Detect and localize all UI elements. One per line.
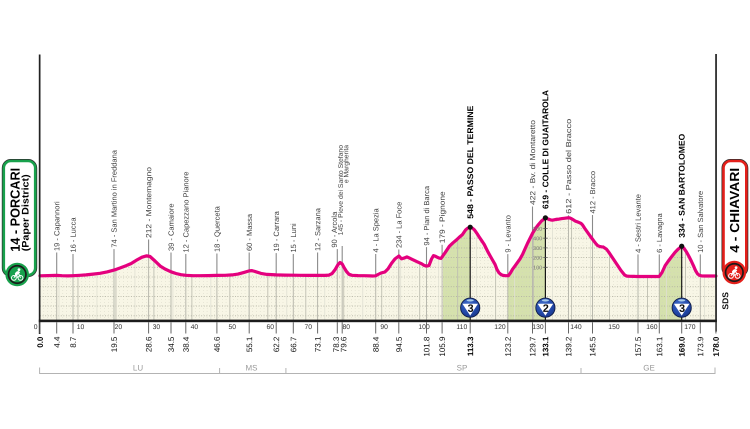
svg-text:39 - Camaiore: 39 - Camaiore [167,203,176,251]
svg-text:150: 150 [608,324,620,331]
svg-text:15 - Luni: 15 - Luni [289,223,298,253]
svg-text:55.1: 55.1 [245,336,254,352]
svg-text:60: 60 [266,324,274,331]
svg-text:234 - La Foce: 234 - La Foce [394,202,403,248]
svg-text:0.0: 0.0 [36,336,45,348]
svg-text:178.0: 178.0 [712,336,721,357]
svg-text:80: 80 [342,324,350,331]
svg-text:34.5: 34.5 [167,336,176,352]
svg-text:60 - Massa: 60 - Massa [245,213,254,251]
svg-text:334 - SAN BARTOLOMEO: 334 - SAN BARTOLOMEO [677,133,687,237]
svg-text:300: 300 [533,246,542,252]
svg-text:38.4: 38.4 [182,336,191,352]
svg-text:4 - Sestri Levante: 4 - Sestri Levante [634,194,643,253]
svg-text:133.1: 133.1 [541,336,550,357]
svg-text:157.5: 157.5 [634,336,643,357]
svg-text:40: 40 [191,324,199,331]
svg-text:79.6: 79.6 [339,336,348,352]
svg-text:20: 20 [115,324,123,331]
svg-text:90 - Arcola: 90 - Arcola [330,211,339,248]
svg-text:SDS: SDS [720,292,730,310]
svg-text:0: 0 [34,324,38,331]
svg-text:SP: SP [457,363,468,372]
svg-text:94 - Pian di Barca: 94 - Pian di Barca [422,185,431,245]
svg-text:113.3: 113.3 [466,336,475,356]
svg-text:16 - Lucca: 16 - Lucca [69,217,78,253]
svg-text:10 - San Salvatore: 10 - San Salvatore [696,191,705,253]
svg-text:8.7: 8.7 [69,336,78,348]
svg-text:123.2: 123.2 [504,336,513,357]
svg-text:90: 90 [380,324,388,331]
svg-text:70: 70 [304,324,312,331]
svg-text:4.4: 4.4 [53,336,62,348]
svg-text:129.7: 129.7 [528,336,537,357]
svg-text:74 - San Martino in Freddana: 74 - San Martino in Freddana [110,149,119,247]
svg-text:200: 200 [533,256,542,262]
svg-text:12 - Sarzana: 12 - Sarzana [313,207,322,251]
svg-text:18 - Querceta: 18 - Querceta [213,205,222,252]
svg-text:120: 120 [494,324,506,331]
svg-text:GE: GE [643,363,655,372]
svg-text:212 - Montemagno: 212 - Montemagno [144,167,153,238]
svg-text:140: 140 [570,324,582,331]
svg-text:(Paper District): (Paper District) [21,174,32,251]
svg-text:9 - Levanto: 9 - Levanto [503,215,512,253]
svg-text:130: 130 [532,324,544,331]
svg-text:100: 100 [418,324,430,331]
svg-text:619 - COLLE DI GUAITAROLA: 619 - COLLE DI GUAITAROLA [540,90,550,209]
svg-text:LU: LU [133,363,143,372]
svg-text:46.6: 46.6 [213,336,222,352]
svg-text:412 - Bracco: 412 - Bracco [588,171,597,214]
svg-text:10: 10 [77,324,85,331]
svg-text:66.7: 66.7 [289,336,298,352]
svg-text:30: 30 [153,324,161,331]
svg-text:110: 110 [456,324,467,331]
svg-text:14 - PORCARI: 14 - PORCARI [8,168,23,252]
svg-text:4 - La Spezia: 4 - La Spezia [371,207,380,252]
svg-text:100: 100 [533,265,542,271]
svg-text:170: 170 [684,324,696,331]
svg-text:73.1: 73.1 [313,336,322,352]
svg-text:160: 160 [646,324,658,331]
svg-text:179 - Pignone: 179 - Pignone [438,191,447,243]
svg-text:173.9: 173.9 [696,336,705,357]
svg-text:4 - CHIAVARI: 4 - CHIAVARI [727,168,742,253]
svg-text:422 - Bv. di Montaretto: 422 - Bv. di Montaretto [528,120,537,205]
svg-text:28.6: 28.6 [144,336,153,352]
svg-text:612 - Passo del Bracco: 612 - Passo del Bracco [564,119,573,214]
svg-text:78.3: 78.3 [332,336,341,352]
svg-text:105.9: 105.9 [438,336,447,357]
svg-text:12 - Capezzano Pianore: 12 - Capezzano Pianore [181,172,190,253]
svg-text:94.5: 94.5 [395,336,404,352]
svg-text:169.0: 169.0 [678,336,687,357]
svg-text:500: 500 [533,227,542,233]
svg-text:50: 50 [228,324,236,331]
svg-text:101.8: 101.8 [422,336,431,357]
svg-text:6 - Lavagna: 6 - Lavagna [655,212,664,252]
svg-text:19 - Carrara: 19 - Carrara [272,210,281,251]
svg-text:62.2: 62.2 [272,336,281,352]
svg-text:145.5: 145.5 [588,336,597,357]
svg-text:139.2: 139.2 [564,336,573,357]
svg-text:163.1: 163.1 [655,336,664,357]
svg-text:MS: MS [245,363,257,372]
svg-text:88.4: 88.4 [372,336,381,352]
svg-text:145 - Pieve dei Santo Stefano: 145 - Pieve dei Santo Stefano [338,145,345,236]
svg-text:19.5: 19.5 [110,336,119,352]
svg-text:400: 400 [533,236,542,242]
svg-text:e Margherita: e Margherita [343,145,350,183]
svg-text:19 - Capannori: 19 - Capannori [52,201,61,251]
svg-text:548 - PASSO DEL TERMINE: 548 - PASSO DEL TERMINE [465,105,475,218]
